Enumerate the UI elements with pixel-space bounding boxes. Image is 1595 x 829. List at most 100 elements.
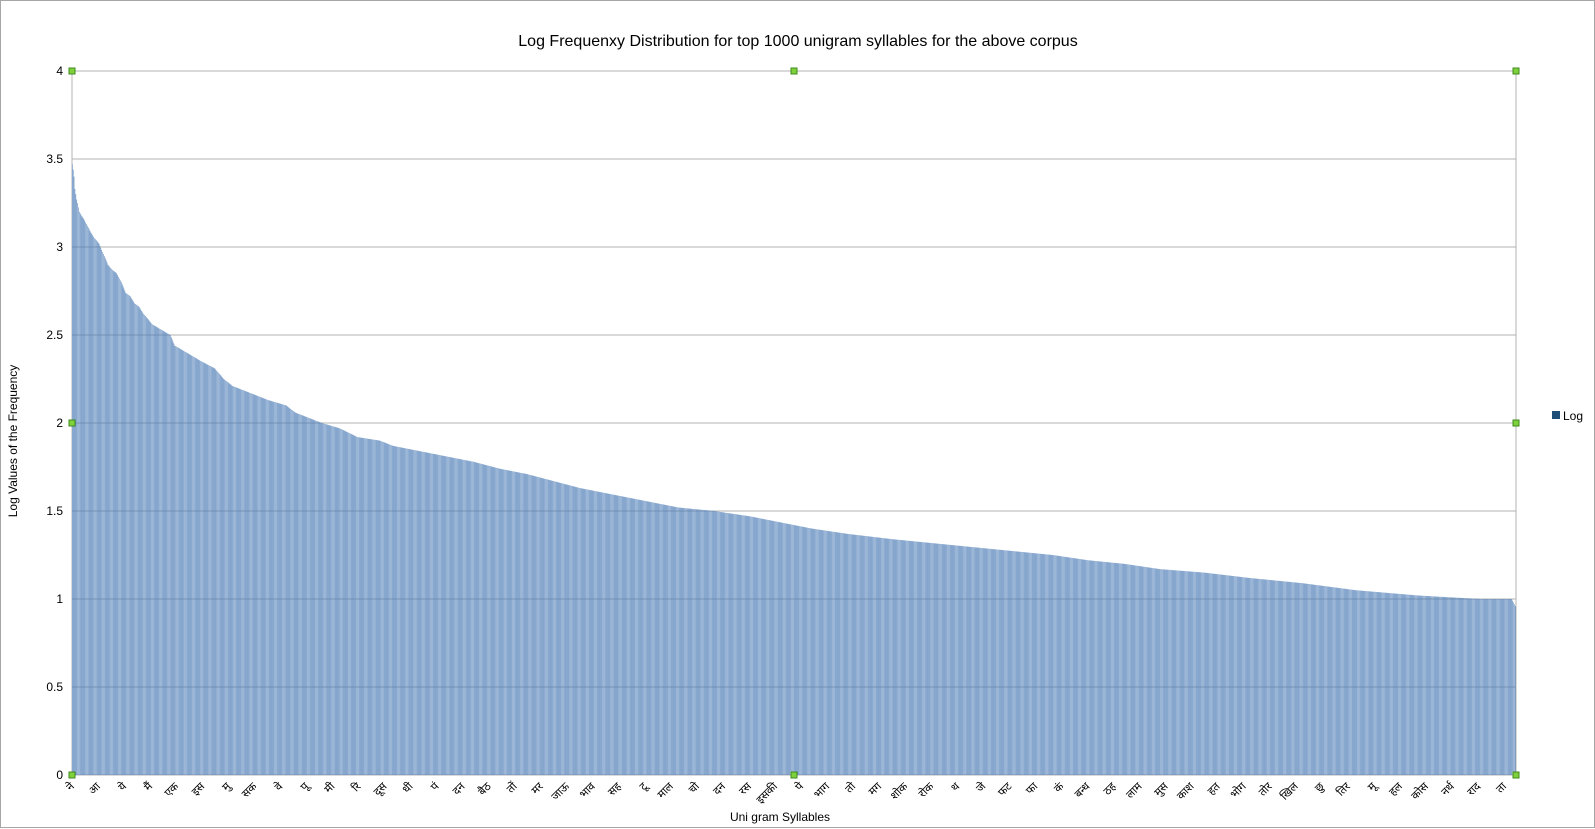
- resize-handle[interactable]: [68, 771, 76, 779]
- bar: [537, 476, 538, 775]
- bar: [182, 350, 184, 775]
- bar: [1043, 554, 1045, 775]
- bar: [1200, 572, 1202, 775]
- bar: [1338, 587, 1340, 775]
- bar: [750, 516, 751, 775]
- bar: [947, 544, 948, 775]
- x-tick-label: आ: [86, 779, 104, 797]
- bar: [1198, 572, 1200, 775]
- bar: [791, 524, 792, 775]
- bar: [126, 293, 127, 775]
- bar: [252, 393, 253, 775]
- bar: [443, 455, 445, 775]
- bar: [890, 538, 891, 775]
- bar: [375, 439, 376, 775]
- bar: [999, 549, 1001, 775]
- bar: [1286, 581, 1287, 775]
- bar: [1085, 559, 1087, 775]
- resize-handle[interactable]: [1512, 771, 1520, 779]
- bar: [797, 525, 799, 775]
- bar: [165, 332, 167, 775]
- bar: [1069, 557, 1070, 775]
- selection-handles[interactable]: [68, 67, 1520, 779]
- resize-handle[interactable]: [1512, 67, 1520, 75]
- bar: [974, 547, 976, 775]
- resize-handle[interactable]: [790, 771, 798, 779]
- bar: [394, 446, 396, 775]
- resize-handle[interactable]: [1512, 419, 1520, 427]
- bar: [724, 512, 726, 775]
- bar: [544, 478, 545, 775]
- bar: [195, 358, 197, 775]
- bar: [1434, 596, 1436, 775]
- bar: [883, 538, 884, 775]
- bar: [603, 492, 604, 775]
- bar: [985, 548, 987, 775]
- bar: [917, 541, 919, 775]
- bar: [1099, 561, 1101, 775]
- bar: [315, 420, 316, 775]
- bar: [1293, 582, 1294, 775]
- bar: [1279, 580, 1281, 775]
- bar: [425, 452, 427, 775]
- bar: [219, 373, 220, 775]
- bar: [1225, 575, 1226, 775]
- bar: [1178, 570, 1179, 775]
- bar: [533, 475, 535, 775]
- bar: [789, 524, 791, 775]
- bar: [1334, 587, 1335, 775]
- bar: [744, 515, 745, 775]
- bar: [631, 498, 633, 775]
- bar: [473, 461, 474, 775]
- bar: [547, 479, 548, 775]
- bar: [936, 543, 938, 775]
- bar: [788, 524, 790, 775]
- bar: [163, 331, 165, 775]
- bar: [234, 386, 235, 775]
- y-tick-label: 2.5: [46, 328, 63, 342]
- bar: [1267, 579, 1268, 775]
- y-tick-label: 3: [56, 240, 63, 254]
- bar: [1370, 591, 1372, 775]
- bar: [286, 406, 288, 775]
- bar: [1330, 586, 1332, 775]
- bar: [601, 492, 603, 775]
- bar: [1158, 568, 1160, 775]
- bar: [237, 388, 239, 775]
- bar: [868, 536, 870, 775]
- bar: [1320, 585, 1322, 775]
- bar: [1067, 557, 1069, 775]
- bar: [252, 394, 254, 775]
- bar: [742, 515, 743, 775]
- bar: [1049, 554, 1051, 775]
- bar: [1410, 594, 1412, 775]
- bar: [933, 543, 935, 775]
- bar: [1509, 599, 1511, 775]
- bar: [599, 491, 601, 775]
- bar: [1204, 572, 1206, 775]
- bar: [873, 536, 874, 775]
- bar: [980, 547, 981, 775]
- x-tick-label: मैं: [141, 780, 155, 794]
- bar: [917, 541, 918, 775]
- bar: [376, 440, 378, 775]
- bar: [1045, 554, 1046, 775]
- bar: [1355, 590, 1357, 775]
- bar: [686, 508, 687, 775]
- resize-handle[interactable]: [790, 67, 798, 75]
- bar: [1342, 588, 1343, 775]
- bar: [214, 368, 216, 775]
- bar: [588, 489, 589, 775]
- resize-handle[interactable]: [68, 67, 76, 75]
- bar: [506, 470, 508, 775]
- bar: [242, 389, 243, 775]
- bar: [170, 335, 171, 775]
- bar: [964, 546, 965, 775]
- bar: [782, 522, 783, 775]
- bar: [677, 507, 678, 775]
- bar: [1233, 576, 1234, 775]
- resize-handle[interactable]: [68, 419, 76, 427]
- bar: [1500, 599, 1502, 775]
- bar: [1341, 588, 1342, 775]
- bar: [1165, 569, 1167, 775]
